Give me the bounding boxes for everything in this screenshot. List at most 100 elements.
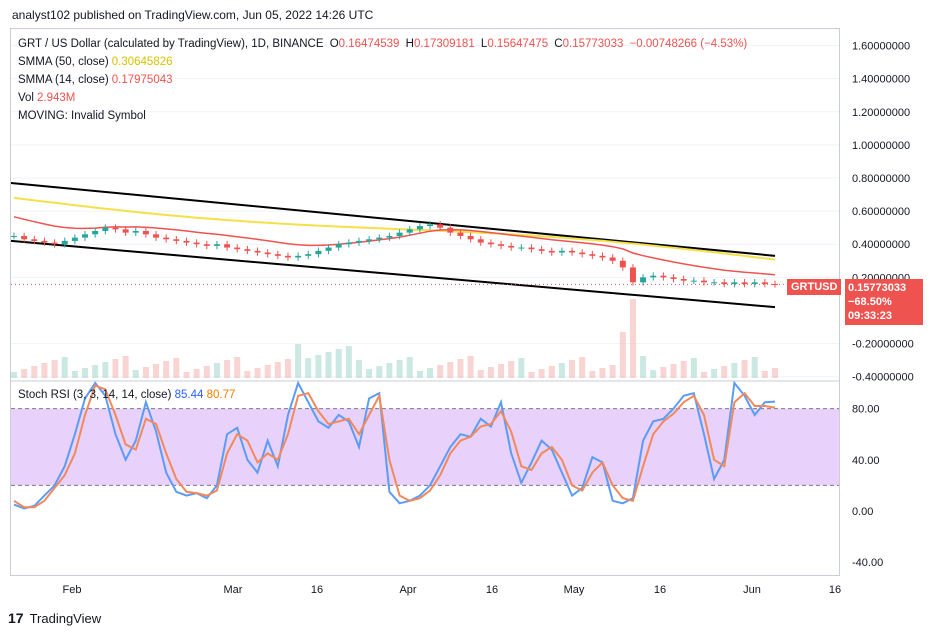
candle-body <box>284 255 291 258</box>
rsi-tick-label: 80.00 <box>852 404 880 416</box>
x-tick-label: Jun <box>743 584 761 596</box>
candle-body <box>396 232 403 236</box>
volume-bar <box>345 346 352 378</box>
candle-body <box>711 282 718 284</box>
candle-body <box>274 254 281 256</box>
x-tick-label: 16 <box>654 584 666 596</box>
volume-bar <box>82 368 89 378</box>
volume-bar <box>660 367 667 378</box>
candle-body <box>71 237 78 241</box>
x-tick-label: 16 <box>486 584 498 596</box>
volume-bar <box>11 372 17 378</box>
candle-body <box>579 252 586 255</box>
volume-bar <box>264 365 271 378</box>
x-tick-label: May <box>564 584 585 596</box>
volume-bar <box>355 360 362 378</box>
candle-body <box>640 277 647 283</box>
volume-bar <box>41 363 48 378</box>
smma14-value: 0.17975043 <box>111 74 173 86</box>
x-tick-label: Mar <box>224 584 243 596</box>
volume-bar <box>741 360 748 378</box>
candle-body <box>102 227 109 231</box>
volume-bar <box>386 363 393 378</box>
volume-bar <box>487 367 494 378</box>
candle-body <box>416 226 423 230</box>
candle-body <box>589 254 596 256</box>
volume-bar <box>335 349 342 378</box>
candle-body <box>335 244 342 248</box>
volume-bar <box>193 369 200 378</box>
candle-body <box>41 240 48 243</box>
price-tick-label: 1.40000000 <box>852 74 910 86</box>
volume-bar <box>467 356 474 378</box>
symbol-title: GRT / US Dollar (calculated by TradingVi… <box>18 38 324 50</box>
candle-body <box>660 275 667 278</box>
candle-body <box>21 235 28 240</box>
candle-body <box>680 279 687 281</box>
volume-bar <box>589 371 596 378</box>
volume-bar <box>315 355 322 378</box>
smma50-label: SMMA (50, close) <box>18 56 109 68</box>
candle-body <box>142 230 149 235</box>
volume-bar <box>31 366 38 378</box>
candle-body <box>61 240 68 245</box>
tradingview-logo-icon: 17 <box>8 610 24 626</box>
volume-bar <box>254 368 261 378</box>
volume-bar <box>477 370 484 378</box>
volume-bar <box>700 372 707 378</box>
volume-bar <box>61 357 68 378</box>
candle-body <box>183 240 190 243</box>
candle-body <box>345 242 352 245</box>
candle-body <box>112 227 119 230</box>
candle-body <box>163 237 170 240</box>
volume-bar <box>690 358 697 378</box>
candle-body <box>376 237 383 240</box>
footer-brand[interactable]: 17 TradingView <box>8 610 101 626</box>
x-tick-label: Apr <box>399 584 416 596</box>
candle-body <box>234 247 241 250</box>
moving-label: MOVING: Invalid Symbol <box>18 110 146 122</box>
volume-bar <box>569 360 576 378</box>
open-label: O <box>329 38 339 50</box>
volume-bar <box>629 299 636 378</box>
candle-body <box>690 280 697 282</box>
candle-body <box>366 239 373 241</box>
volume-bar <box>640 356 647 378</box>
candle-body <box>386 235 393 238</box>
candle-body <box>122 229 129 233</box>
volume-bar <box>437 365 444 378</box>
stoch-rsi-d-value: 80.77 <box>206 389 236 401</box>
candle-body <box>31 239 38 241</box>
candle-body <box>650 275 657 278</box>
close-label: C <box>554 38 563 50</box>
volume-bar <box>153 364 160 378</box>
candle-body <box>193 242 200 245</box>
close-value: 0.15773033 <box>562 38 624 50</box>
volume-bar <box>173 358 180 378</box>
price-tick-label: 0.60000000 <box>852 206 910 218</box>
low-value: 0.15647475 <box>487 38 549 50</box>
volume-bar <box>295 344 302 378</box>
candle-body <box>447 227 454 233</box>
price-tag-change: −68.50% <box>848 296 892 308</box>
rsi-tick-label: 40.00 <box>852 455 880 467</box>
stoch-rsi-band <box>11 408 839 486</box>
smma14-label: SMMA (14, close) <box>18 74 109 86</box>
volume-bar <box>213 363 220 378</box>
price-tick-label: 1.60000000 <box>852 41 910 53</box>
volume-bar <box>122 356 129 378</box>
candle-body <box>741 282 748 284</box>
volume-bar <box>498 364 505 378</box>
candle-body <box>264 252 271 255</box>
rsi-tick-label: -40.00 <box>852 557 883 569</box>
price-tick-label: -0.20000000 <box>852 339 914 351</box>
volume-bar <box>376 366 383 378</box>
x-tick-label: 16 <box>829 584 841 596</box>
volume-bar <box>234 357 241 378</box>
candle-body <box>518 247 525 249</box>
candle-body <box>457 232 464 236</box>
volume-bar <box>142 367 149 378</box>
volume-bar <box>680 361 687 378</box>
volume-bar <box>558 363 565 378</box>
